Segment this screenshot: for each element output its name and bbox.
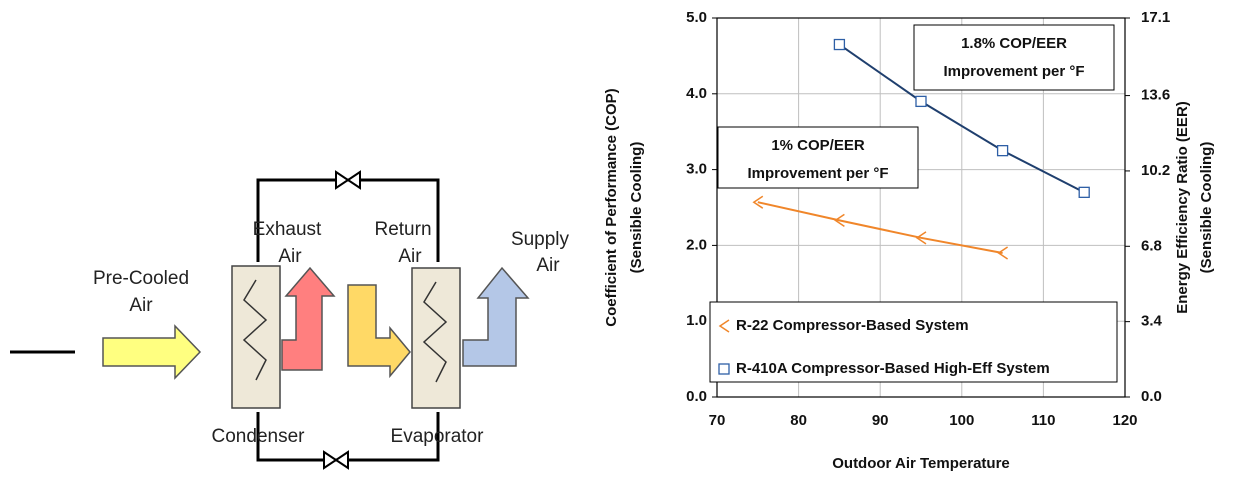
label: Return — [374, 219, 431, 240]
valve — [348, 172, 360, 188]
y-axis-title: (Sensible Cooling) — [628, 142, 645, 274]
y-tick-label: 2.0 — [686, 236, 707, 253]
annotation: Improvement per °F — [943, 63, 1084, 80]
y2-tick-label: 13.6 — [1141, 87, 1170, 104]
y-tick-label: 3.0 — [686, 161, 707, 178]
label: Supply — [511, 229, 570, 250]
label: Evaporator — [391, 426, 485, 447]
x-tick-label: 90 — [872, 412, 889, 429]
legend-marker — [719, 364, 729, 374]
label: Exhaust — [253, 219, 322, 240]
legend-label: R-410A Compressor-Based High-Eff System — [736, 360, 1050, 377]
label: Condenser — [212, 426, 306, 447]
y2-tick-label: 10.2 — [1141, 162, 1170, 179]
label: Air — [536, 255, 560, 276]
y-tick-label: 4.0 — [686, 85, 707, 102]
y2-tick-label: 6.8 — [1141, 237, 1162, 254]
y-tick-label: 5.0 — [686, 9, 707, 26]
label: Pre-Cooled — [93, 268, 189, 289]
annotation: 1% COP/EER — [771, 137, 865, 154]
return-arrow — [348, 285, 410, 376]
evaporator-box — [412, 268, 460, 408]
x-tick-label: 70 — [709, 412, 726, 429]
y2-tick-label: 3.4 — [1141, 313, 1163, 330]
inlet-arrow — [103, 326, 200, 378]
marker — [1079, 187, 1089, 197]
x-tick-label: 100 — [949, 412, 974, 429]
marker — [916, 96, 926, 106]
y2-tick-label: 17.1 — [1141, 9, 1170, 26]
y2-axis-title: Energy Efficiency Ratio (EER) — [1174, 101, 1191, 314]
x-tick-label: 120 — [1112, 412, 1137, 429]
marker — [834, 40, 844, 50]
page: Pre-Cooled Air Exhaust Air Return Air Su… — [0, 0, 1243, 476]
valve — [336, 452, 348, 468]
y-axis-title: Coefficient of Performance (COP) — [603, 88, 620, 326]
label: Air — [278, 246, 302, 267]
exhaust-arrow — [282, 268, 334, 370]
label: Air — [129, 295, 153, 316]
x-tick-label: 80 — [790, 412, 807, 429]
condenser-box — [232, 266, 280, 408]
legend-label: R-22 Compressor-Based System — [736, 317, 969, 334]
annotation: 1.8% COP/EER — [961, 35, 1067, 52]
supply-arrow — [463, 268, 528, 366]
annotation: Improvement per °F — [747, 165, 888, 182]
y2-axis-title: (Sensible Cooling) — [1198, 142, 1215, 274]
x-tick-label: 110 — [1031, 412, 1055, 429]
x-axis-title: Outdoor Air Temperature — [832, 455, 1010, 472]
label: Air — [398, 246, 422, 267]
y2-tick-label: 0.0 — [1141, 388, 1162, 405]
marker — [999, 247, 1008, 259]
y-tick-label: 0.0 — [686, 388, 707, 405]
marker — [998, 146, 1008, 156]
y-tick-label: 1.0 — [686, 312, 707, 329]
diagram: Pre-Cooled Air Exhaust Air Return Air Su… — [10, 172, 570, 468]
